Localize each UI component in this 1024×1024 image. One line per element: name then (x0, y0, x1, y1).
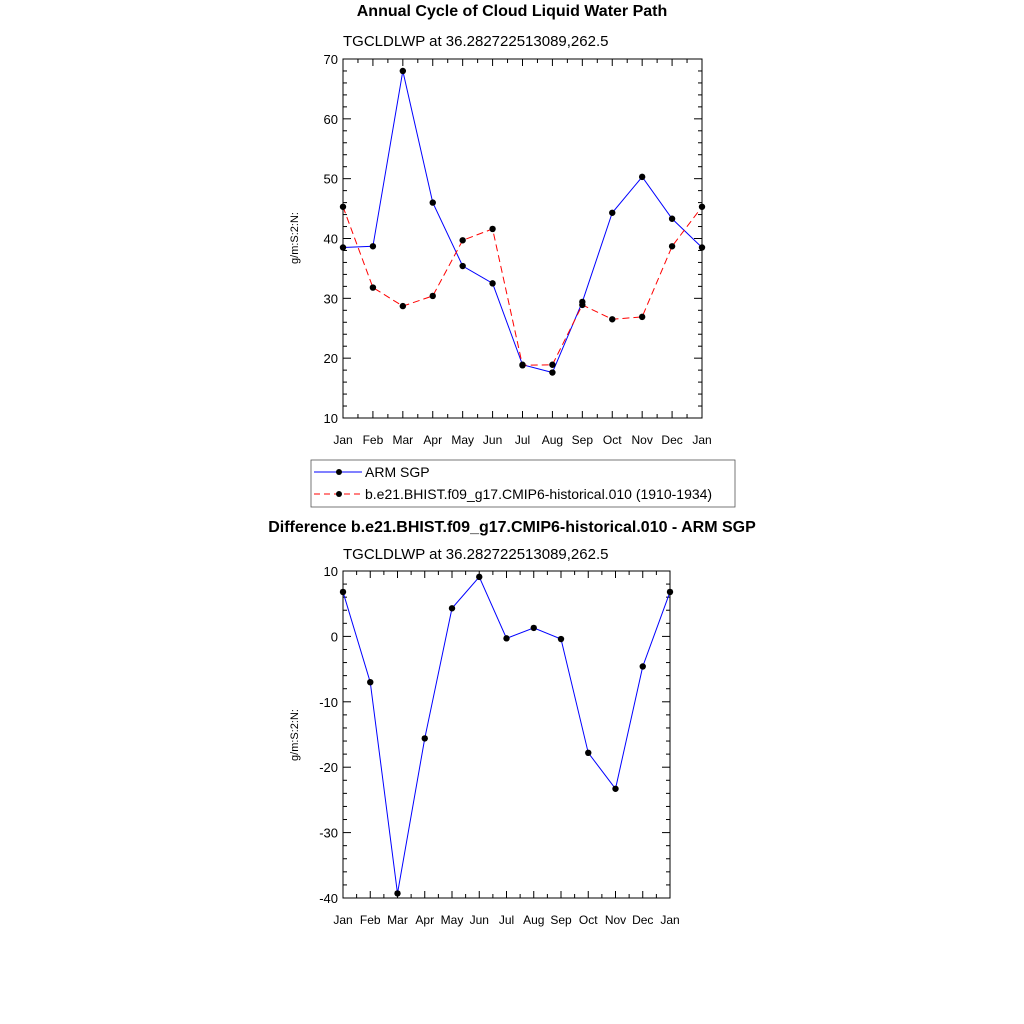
x-tick-label: Feb (363, 433, 384, 447)
legend-box (310, 459, 736, 508)
y-tick-label: -20 (319, 760, 338, 775)
x-tick-label: Jul (515, 433, 530, 447)
top-series-1-point (579, 301, 586, 309)
x-tick-label: Oct (603, 433, 622, 447)
y-tick-label: 60 (324, 112, 338, 127)
bottom-series-0-point (421, 735, 428, 742)
bottom-chart-subtitle: TGCLDLWP at 36.282722513089,262.5 (343, 546, 608, 563)
top-series-0-point (609, 209, 616, 216)
x-tick-label: May (451, 433, 474, 447)
bottom-series-0-point (339, 588, 347, 596)
bottom-series-0-point (612, 785, 619, 792)
x-tick-label: Oct (579, 913, 598, 927)
x-tick-label: Nov (631, 433, 652, 447)
top-series-1-point (519, 362, 526, 369)
y-tick-label: 20 (324, 351, 338, 366)
legend-marker-model (336, 491, 342, 497)
top-series-1-point (549, 361, 556, 368)
annual-cycle-chart: TGCLDLWP at 36.282722513089,262.5 g/m:S:… (289, 33, 712, 447)
x-tick-label: Dec (632, 913, 653, 927)
top-series-0-point (429, 199, 436, 206)
bottom-series-0-point (367, 678, 374, 686)
y-tick-label: 50 (324, 172, 338, 187)
x-tick-label: Apr (423, 433, 442, 447)
x-tick-label: Nov (605, 913, 626, 927)
bottom-series-0-point (557, 635, 565, 643)
x-tick-label: Sep (550, 913, 572, 927)
y-tick-label: 0 (331, 629, 338, 644)
legend-label-arm-sgp: ARM SGP (365, 464, 430, 480)
x-tick-label: Mar (392, 433, 413, 447)
x-tick-label: Apr (415, 913, 434, 927)
y-tick-label: -30 (319, 826, 338, 841)
top-series-1-point (698, 203, 706, 210)
y-tick-label: 70 (324, 52, 338, 67)
bottom-series-0-point (448, 605, 456, 612)
bottom-series-0-point (585, 749, 592, 757)
top-series-0-point (489, 280, 496, 287)
top-series-1-point (339, 203, 347, 210)
x-tick-label: Jan (333, 913, 352, 927)
bottom-y-axis-label: g/m:S:2:N: (289, 709, 301, 761)
legend: ARM SGP b.e21.BHIST.f09_g17.CMIP6-histor… (310, 459, 736, 508)
x-tick-label: Dec (661, 433, 682, 447)
top-series-1-point (459, 237, 466, 244)
y-tick-label: -10 (319, 695, 338, 710)
top-series-1-point (609, 316, 616, 323)
bottom-series-0-point (639, 663, 646, 670)
top-series-1-point (489, 225, 496, 233)
bottom-chart-title: Difference b.e21.BHIST.f09_g17.CMIP6-his… (268, 519, 756, 536)
top-series-line-1 (342, 206, 703, 366)
top-series-1-point (668, 243, 676, 250)
top-series-0-point (339, 244, 347, 251)
y-tick-label: -40 (319, 891, 338, 906)
x-tick-label: Sep (572, 433, 594, 447)
top-series-line-0 (342, 70, 703, 374)
top-series-0-point (549, 369, 556, 376)
x-tick-label: Jul (499, 913, 514, 927)
top-series-0-point (459, 262, 466, 270)
top-series-0-point (638, 173, 646, 181)
x-tick-label: Mar (387, 913, 408, 927)
x-tick-label: Jan (333, 433, 352, 447)
difference-chart: TGCLDLWP at 36.282722513089,262.5 g/m:S:… (289, 546, 680, 927)
x-tick-label: Jun (483, 433, 502, 447)
legend-label-model: b.e21.BHIST.f09_g17.CMIP6-historical.010… (365, 486, 712, 502)
x-tick-label: Jun (470, 913, 489, 927)
top-y-axis-label: g/m:S:2:N: (289, 212, 301, 264)
top-series-0-point (399, 67, 407, 75)
top-chart-title: Annual Cycle of Cloud Liquid Water Path (356, 3, 668, 20)
bottom-series-0-point (530, 624, 537, 632)
x-tick-label: Aug (542, 433, 563, 447)
bottom-series-0-point (503, 635, 510, 642)
x-tick-label: May (441, 913, 464, 927)
top-series-0-point (698, 244, 706, 251)
x-tick-label: Feb (360, 913, 381, 927)
top-series-1-point (638, 313, 646, 321)
top-series-1-point (399, 302, 407, 310)
x-tick-label: Jan (660, 913, 679, 927)
y-tick-label: 30 (324, 291, 338, 306)
top-series-0-point (668, 215, 676, 222)
x-tick-label: Jan (692, 433, 711, 447)
bottom-series-0-point (394, 890, 401, 897)
y-tick-label: 10 (324, 411, 338, 426)
bottom-series-0-point (476, 573, 483, 581)
top-chart-subtitle: TGCLDLWP at 36.282722513089,262.5 (343, 33, 608, 50)
top-series-1-point (429, 292, 436, 300)
bottom-series-0-point (666, 588, 674, 596)
top-series-1-point (369, 284, 377, 291)
top-series-0-point (369, 243, 377, 250)
legend-marker-arm-sgp (336, 469, 342, 475)
x-tick-label: Aug (523, 913, 544, 927)
y-tick-label: 10 (324, 564, 338, 579)
y-tick-label: 40 (324, 232, 338, 247)
bottom-series-line-0 (342, 575, 671, 894)
